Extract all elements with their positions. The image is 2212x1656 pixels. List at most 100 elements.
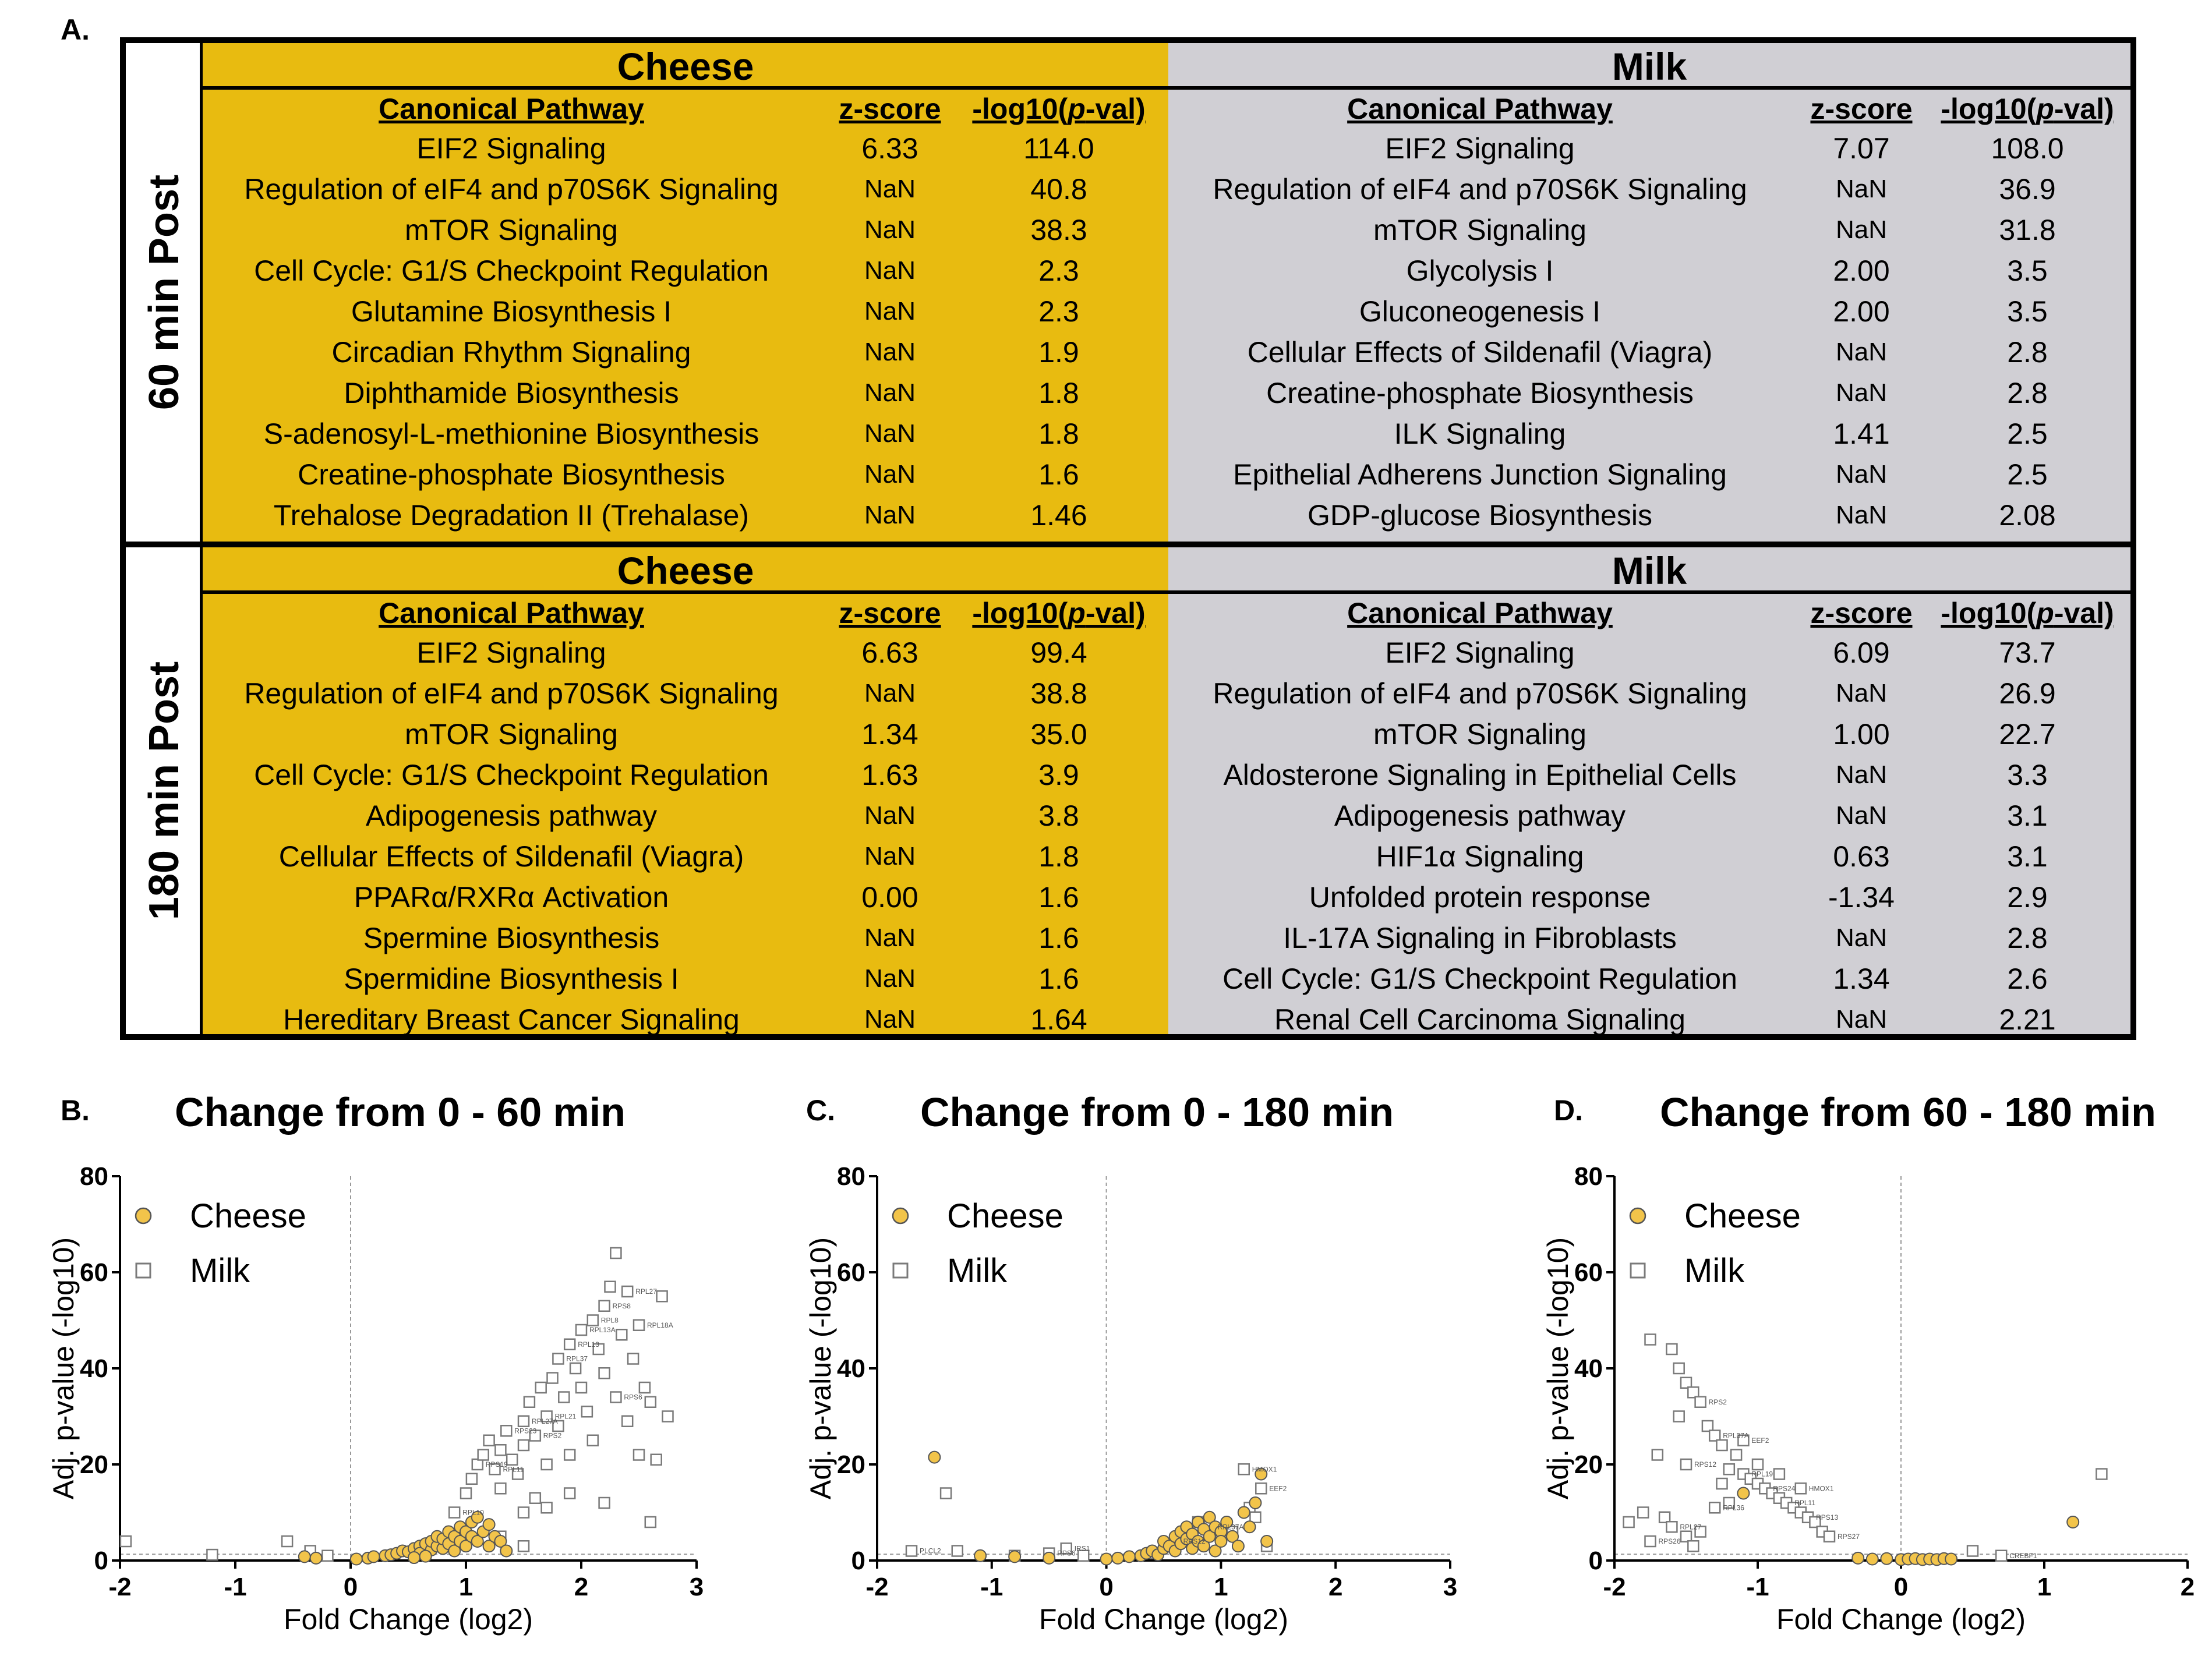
p-value: 3.5 bbox=[2007, 295, 2048, 328]
cheese-title: Cheese bbox=[203, 43, 1168, 90]
cheese-point bbox=[471, 1535, 484, 1548]
milk-point bbox=[494, 1444, 507, 1456]
x-tick-label: 1 bbox=[2037, 1573, 2051, 1601]
milk-point bbox=[1708, 1502, 1721, 1514]
y-axis-label: Adj. p-value (-log10) bbox=[1542, 1237, 1574, 1499]
gene-label: RPS27 bbox=[1838, 1533, 1860, 1541]
milk-point bbox=[951, 1545, 964, 1557]
z-score: NaN bbox=[864, 256, 916, 285]
gene-label: RPS23 bbox=[514, 1427, 536, 1435]
x-tick-label: 2 bbox=[574, 1573, 588, 1601]
legend-cheese-marker bbox=[892, 1207, 909, 1225]
milk-point bbox=[569, 1362, 582, 1375]
p-value: 1.6 bbox=[1038, 922, 1079, 954]
gene-label: HMOX1 bbox=[1252, 1465, 1277, 1473]
milk-title: Milk bbox=[1168, 43, 2130, 90]
p-value: 31.8 bbox=[1999, 214, 2056, 246]
legend-cheese-label: Cheese bbox=[1684, 1197, 1801, 1235]
pathway-name: Spermidine Biosynthesis I bbox=[344, 963, 679, 995]
y-tick-label: 0 bbox=[851, 1547, 865, 1575]
header-row: Canonical Pathway z-score -log10(p-val) bbox=[203, 90, 1168, 128]
milk-point bbox=[1723, 1496, 1736, 1509]
cheese-point bbox=[1226, 1530, 1239, 1543]
milk-point bbox=[650, 1453, 662, 1466]
cheese-point bbox=[367, 1550, 380, 1563]
header-zscore: z-score bbox=[839, 93, 941, 125]
milk-point bbox=[1680, 1530, 1692, 1542]
table-row: mTOR Signaling 1.00 22.7 bbox=[1168, 714, 2130, 755]
milk-point bbox=[1751, 1458, 1764, 1471]
milk-point bbox=[627, 1353, 639, 1365]
cheese-point bbox=[1122, 1550, 1136, 1563]
cheese-point bbox=[1209, 1544, 1222, 1558]
z-score: NaN bbox=[864, 419, 916, 448]
y-tick-label: 80 bbox=[1574, 1162, 1603, 1191]
z-score: 2.00 bbox=[1833, 295, 1890, 328]
z-score: NaN bbox=[1835, 175, 1888, 203]
gene-label: RPL36 bbox=[1723, 1503, 1744, 1512]
milk-point bbox=[1694, 1526, 1706, 1538]
p-value: 3.5 bbox=[2007, 254, 2048, 287]
pathway-name: IL-17A Signaling in Fibroblasts bbox=[1283, 922, 1677, 954]
gene-label: RPS2 bbox=[1709, 1398, 1727, 1406]
y-axis-label: Adj. p-value (-log10) bbox=[804, 1237, 837, 1499]
gene-label: RPL37A bbox=[1218, 1523, 1244, 1531]
milk-point bbox=[662, 1410, 674, 1423]
x-tick-label: -1 bbox=[980, 1573, 1003, 1601]
pathway-name: Unfolded protein response bbox=[1309, 881, 1651, 914]
x-tick-label: 3 bbox=[690, 1573, 704, 1601]
p-value: 1.46 bbox=[1030, 499, 1087, 532]
z-score: 2.00 bbox=[1833, 254, 1890, 287]
table-row: Cell Cycle: G1/S Checkpoint Regulation 1.… bbox=[1168, 958, 2130, 999]
table-row: EIF2 Signaling 6.63 99.4 bbox=[203, 632, 1168, 673]
milk-point bbox=[592, 1343, 605, 1356]
table-row: EIF2 Signaling 6.33 114.0 bbox=[203, 128, 1168, 169]
milk-point bbox=[540, 1410, 553, 1423]
p-value: 2.08 bbox=[1999, 499, 2056, 532]
panel-label-a: A. bbox=[61, 13, 90, 46]
time-label: 180 min Post bbox=[126, 547, 203, 1034]
cheese-point bbox=[1243, 1520, 1256, 1534]
table-row: EIF2 Signaling 7.07 108.0 bbox=[1168, 128, 2130, 169]
milk-point bbox=[604, 1280, 616, 1293]
cheese-point bbox=[1945, 1552, 1958, 1566]
milk-point bbox=[1694, 1396, 1706, 1408]
z-score: NaN bbox=[1835, 460, 1888, 489]
panel-label-c: C. bbox=[806, 1094, 835, 1127]
p-value: 2.8 bbox=[2007, 377, 2048, 409]
milk-point bbox=[1716, 1477, 1728, 1490]
gene-label: RPL10 bbox=[462, 1509, 484, 1517]
pathway-name: Glycolysis I bbox=[1406, 254, 1554, 287]
pathway-name: Hereditary Breast Cancer Signaling bbox=[283, 1003, 740, 1036]
gene-label: RPS6 bbox=[1057, 1549, 1076, 1558]
pathway-name: Creatine-phosphate Biosynthesis bbox=[1266, 377, 1694, 409]
x-tick-label: -2 bbox=[865, 1573, 888, 1601]
cheese-point bbox=[471, 1510, 484, 1524]
p-value: 1.6 bbox=[1038, 458, 1079, 491]
cheese-point bbox=[974, 1549, 987, 1562]
z-score: 1.41 bbox=[1833, 417, 1890, 450]
table-row: Epithelial Adherens Junction Signaling Na… bbox=[1168, 454, 2130, 495]
table-row: Cell Cycle: G1/S Checkpoint Regulation Na… bbox=[203, 250, 1168, 291]
table-row: Regulation of eIF4 and p70S6K Signaling N… bbox=[1168, 169, 2130, 210]
z-score: NaN bbox=[864, 1005, 916, 1034]
milk-point bbox=[1623, 1516, 1635, 1528]
gene-label: CREBF1 bbox=[2009, 1552, 2037, 1560]
table-row: Renal Cell Carcinoma Signaling NaN 2.21 bbox=[1168, 999, 2130, 1040]
z-score: NaN bbox=[864, 501, 916, 529]
pathway-name: S-adenosyl-L-methionine Biosynthesis bbox=[263, 417, 759, 450]
milk-point bbox=[1255, 1482, 1267, 1495]
legend-milk-label: Milk bbox=[190, 1252, 250, 1290]
y-tick-label: 20 bbox=[837, 1450, 865, 1479]
y-tick-label: 20 bbox=[80, 1450, 108, 1479]
x-tick-label: 2 bbox=[1328, 1573, 1342, 1601]
time-label: 60 min Post bbox=[126, 43, 203, 542]
gene-label: RPS26 bbox=[1659, 1537, 1681, 1545]
cheese-title: Cheese bbox=[203, 547, 1168, 594]
table-row: Gluconeogenesis I 2.00 3.5 bbox=[1168, 291, 2130, 332]
table-row: Glycolysis I 2.00 3.5 bbox=[1168, 250, 2130, 291]
volcano-plot-0-180: 0 20 40 60 80 -2 -1 0 1 2 3 Fold Change (log2) Adj. … bbox=[804, 1162, 1457, 1636]
p-value: 35.0 bbox=[1030, 718, 1087, 751]
p-value: 38.8 bbox=[1030, 677, 1087, 710]
milk-point bbox=[1666, 1521, 1678, 1533]
